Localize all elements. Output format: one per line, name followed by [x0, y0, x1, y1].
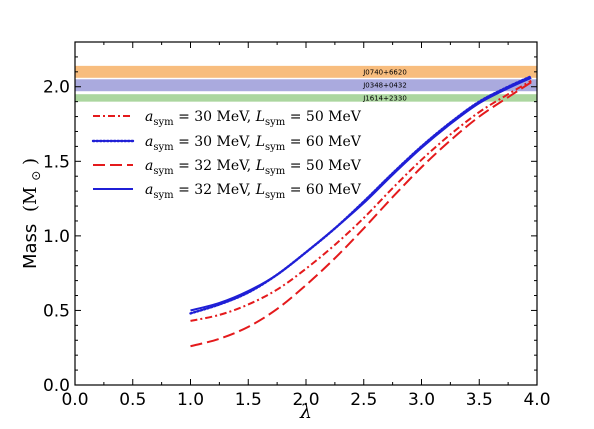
plot-frame — [74, 41, 538, 386]
legend-label-part: sym — [265, 117, 286, 128]
legend-label-part: L — [255, 134, 265, 150]
legend-label-part: = 32 MeV, — [174, 158, 256, 174]
series-line-0 — [190, 79, 532, 322]
band-label-1: J0348+0432 — [362, 82, 407, 90]
band-label-0: J0740+6620 — [362, 68, 407, 76]
legend-label-part: a — [145, 158, 153, 174]
x-tick-label-8: 4.0 — [523, 390, 550, 410]
legend-label-part: = 50 MeV — [285, 158, 362, 174]
y-tick-label-1: 0.5 — [43, 301, 70, 321]
x-tick-label-6: 3.0 — [408, 390, 435, 410]
tick-group: 0.0 0.5 1.0 1.5 2.0 2.5 3.0 3.5 4.0 0.0 0.5 1.0 1.5 2… — [43, 42, 551, 410]
band-group: J0740+6620 J0348+0432 J1614+2330 — [75, 65, 537, 102]
y-axis-label: Mass (M ⊙ ) — [20, 158, 45, 269]
y-axis-unit-open: (M — [20, 187, 41, 212]
legend-label-part: sym — [265, 190, 286, 201]
legend-label-part: sym — [265, 142, 286, 153]
legend-label-2: asym = 32 MeV, Lsym = 50 MeV — [145, 158, 362, 177]
legend-label-part: sym — [153, 117, 174, 128]
legend-label-part: = 60 MeV — [285, 182, 362, 198]
y-axis-unit-close: ) — [20, 158, 41, 165]
y-tick-label-2: 1.0 — [43, 227, 70, 247]
legend-label-part: sym — [153, 190, 174, 201]
legend-label-part: a — [145, 182, 153, 198]
legend-label-part: a — [145, 109, 153, 125]
band-2 — [75, 94, 537, 102]
legend-label-1: asym = 30 MeV, Lsym = 60 MeV — [145, 134, 362, 153]
legend-label-part: L — [255, 158, 265, 174]
legend-label-part: = 32 MeV, — [174, 182, 256, 198]
band-label-2: J1614+2330 — [362, 94, 407, 102]
series-line-2 — [190, 81, 532, 348]
band-0 — [75, 65, 537, 78]
band-1 — [75, 79, 537, 92]
x-tick-label-7: 3.5 — [466, 390, 493, 410]
y-tick-label-4: 2.0 — [43, 78, 70, 98]
x-tick-label-4: 2.0 — [292, 390, 319, 410]
y-tick-label-0: 0.0 — [43, 376, 70, 396]
x-axis-label: λ — [299, 401, 312, 423]
legend-label-part: sym — [153, 142, 174, 153]
legend-label-part: L — [255, 182, 265, 198]
legend-label-part: = 50 MeV — [285, 109, 362, 125]
legend-label-part: L — [255, 109, 265, 125]
series-group — [189, 75, 533, 348]
x-tick-label-0: 0.0 — [61, 390, 88, 410]
legend-label-part: a — [145, 134, 153, 150]
legend-label-part: sym — [265, 166, 286, 177]
legend-label-part: = 60 MeV — [285, 134, 362, 150]
series-line-1 — [189, 75, 533, 315]
x-tick-label-5: 2.5 — [350, 390, 377, 410]
legend-label-3: asym = 32 MeV, Lsym = 60 MeV — [145, 182, 362, 201]
x-tick-label-1: 0.5 — [119, 390, 146, 410]
x-tick-label-2: 1.0 — [177, 390, 204, 410]
x-tick-label-3: 1.5 — [235, 390, 262, 410]
legend-label-part: = 30 MeV, — [174, 134, 256, 150]
y-axis-unit-sub: ⊙ — [29, 171, 43, 181]
legend-label-0: asym = 30 MeV, Lsym = 50 MeV — [145, 109, 362, 128]
y-tick-label-3: 1.5 — [43, 152, 70, 172]
series-line-3 — [190, 76, 532, 312]
legend-label-part: sym — [153, 166, 174, 177]
y-axis-label-text: Mass — [20, 224, 41, 269]
legend-label-part: = 30 MeV, — [174, 109, 256, 125]
